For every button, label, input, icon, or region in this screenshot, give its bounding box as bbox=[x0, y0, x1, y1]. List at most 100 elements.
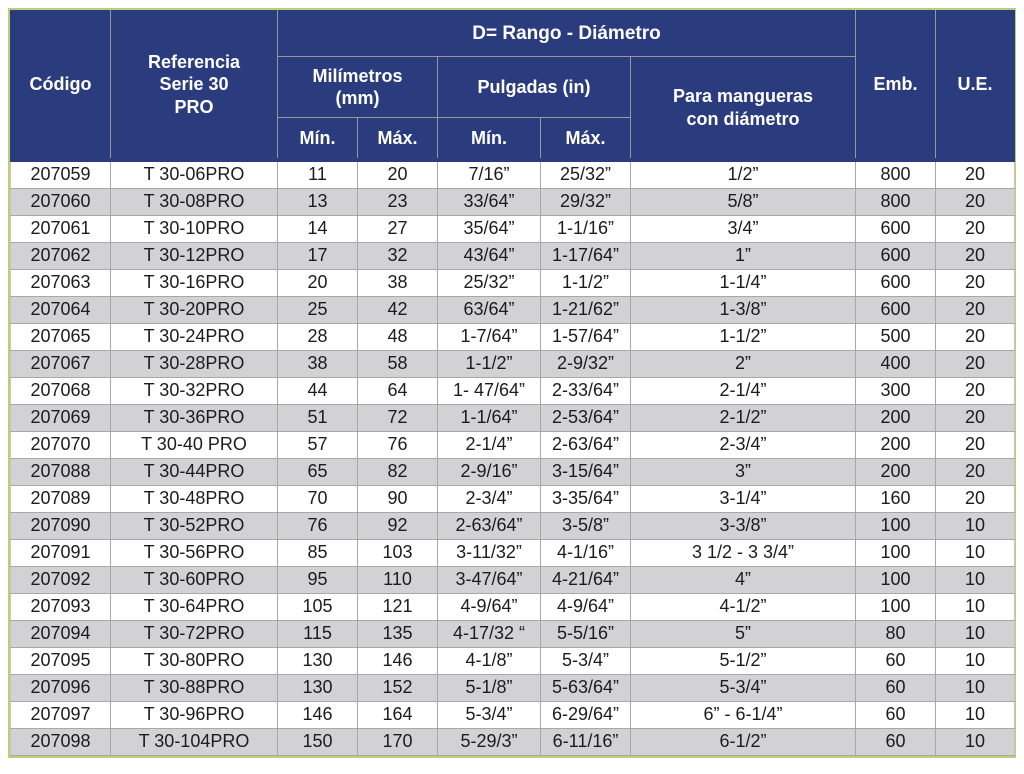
cell-in_min: 33/64” bbox=[437, 188, 541, 216]
cell-codigo: 207095 bbox=[10, 647, 111, 675]
cell-emb: 300 bbox=[855, 377, 937, 405]
cell-mangueras: 4” bbox=[629, 566, 857, 594]
cell-emb: 600 bbox=[855, 269, 937, 297]
table-body: 207059 T 30-06PRO 11 20 7/16” 25/32” 1/2” 800 20… bbox=[10, 159, 1016, 756]
cell-in_min: 4-1/8” bbox=[437, 647, 541, 675]
cell-codigo: 207088 bbox=[10, 458, 111, 486]
cell-mm_min: 70 bbox=[277, 485, 358, 513]
cell-mm_max: 72 bbox=[357, 404, 438, 432]
cell-in_max: 3-5/8” bbox=[540, 512, 631, 540]
cell-mm_max: 42 bbox=[357, 296, 438, 324]
cell-codigo: 207070 bbox=[10, 431, 111, 459]
cell-mm_min: 28 bbox=[277, 323, 358, 351]
cell-referencia: T 30-64PRO bbox=[110, 593, 278, 621]
cell-mm_min: 130 bbox=[277, 647, 358, 675]
cell-mangueras: 2-1/4” bbox=[629, 377, 857, 405]
header-mm-max: Máx. bbox=[357, 117, 438, 162]
cell-in_max: 1-17/64” bbox=[540, 242, 631, 270]
cell-emb: 800 bbox=[855, 159, 937, 189]
header-emb: Emb. bbox=[855, 10, 937, 162]
cell-mangueras: 1-1/4” bbox=[629, 269, 857, 297]
cell-referencia: T 30-44PRO bbox=[110, 458, 278, 486]
cell-mm_max: 92 bbox=[357, 512, 438, 540]
cell-in_min: 4-9/64” bbox=[437, 593, 541, 621]
cell-ue: 20 bbox=[935, 377, 1016, 405]
cell-mm_min: 20 bbox=[277, 269, 358, 297]
cell-mm_min: 11 bbox=[277, 159, 358, 189]
table-row: 207062 T 30-12PRO 17 32 43/64” 1-17/64” 1” 600 2… bbox=[10, 242, 1016, 270]
cell-ue: 10 bbox=[935, 512, 1016, 540]
cell-emb: 600 bbox=[855, 296, 937, 324]
cell-in_min: 5-1/8” bbox=[437, 674, 541, 702]
product-table-container: Código Referencia Serie 30 PRO D= Rango … bbox=[8, 8, 1016, 758]
cell-in_min: 1-1/2” bbox=[437, 350, 541, 378]
cell-mm_max: 164 bbox=[357, 701, 438, 729]
cell-referencia: T 30-20PRO bbox=[110, 296, 278, 324]
cell-mangueras: 5-1/2” bbox=[629, 647, 857, 675]
cell-emb: 60 bbox=[855, 701, 937, 729]
cell-in_max: 2-33/64” bbox=[540, 377, 631, 405]
cell-in_min: 4-17/32 “ bbox=[437, 620, 541, 648]
cell-mm_max: 58 bbox=[357, 350, 438, 378]
table-row: 207098 T 30-104PRO 150 170 5-29/3” 6-11/16” 6-… bbox=[10, 728, 1016, 756]
header-referencia: Referencia Serie 30 PRO bbox=[110, 10, 278, 162]
cell-mm_max: 90 bbox=[357, 485, 438, 513]
cell-referencia: T 30-80PRO bbox=[110, 647, 278, 675]
cell-mangueras: 3 1/2 - 3 3/4” bbox=[629, 539, 857, 567]
cell-mangueras: 5-3/4” bbox=[629, 674, 857, 702]
cell-mangueras: 1/2” bbox=[629, 159, 857, 189]
header-mangueras: Para mangueras con diámetro bbox=[629, 56, 857, 162]
cell-mangueras: 1-1/2” bbox=[629, 323, 857, 351]
cell-in_max: 1-21/62” bbox=[540, 296, 631, 324]
cell-codigo: 207091 bbox=[10, 539, 111, 567]
cell-in_min: 1-7/64” bbox=[437, 323, 541, 351]
cell-in_max: 2-53/64” bbox=[540, 404, 631, 432]
table-row: 207065 T 30-24PRO 28 48 1-7/64” 1-57/64” 1-1/2… bbox=[10, 323, 1016, 351]
cell-mm_max: 170 bbox=[357, 728, 438, 756]
cell-emb: 200 bbox=[855, 431, 937, 459]
table-row: 207090 T 30-52PRO 76 92 2-63/64” 3-5/8” 3-3/8”… bbox=[10, 512, 1016, 540]
cell-in_max: 6-11/16” bbox=[540, 728, 631, 756]
cell-ue: 10 bbox=[935, 701, 1016, 729]
cell-ue: 10 bbox=[935, 539, 1016, 567]
cell-emb: 400 bbox=[855, 350, 937, 378]
cell-in_max: 5-5/16” bbox=[540, 620, 631, 648]
table-row: 207068 T 30-32PRO 44 64 1- 47/64” 2-33/64” 2-1… bbox=[10, 377, 1016, 405]
cell-ue: 20 bbox=[935, 458, 1016, 486]
cell-ue: 20 bbox=[935, 296, 1016, 324]
cell-referencia: T 30-28PRO bbox=[110, 350, 278, 378]
cell-mangueras: 1-3/8” bbox=[629, 296, 857, 324]
cell-in_max: 25/32” bbox=[540, 159, 631, 189]
cell-referencia: T 30-12PRO bbox=[110, 242, 278, 270]
cell-codigo: 207068 bbox=[10, 377, 111, 405]
cell-in_max: 4-9/64” bbox=[540, 593, 631, 621]
cell-in_min: 63/64” bbox=[437, 296, 541, 324]
cell-in_min: 35/64” bbox=[437, 215, 541, 243]
cell-mm_min: 150 bbox=[277, 728, 358, 756]
cell-codigo: 207063 bbox=[10, 269, 111, 297]
cell-mm_max: 64 bbox=[357, 377, 438, 405]
cell-in_max: 1-1/16” bbox=[540, 215, 631, 243]
cell-mangueras: 2” bbox=[629, 350, 857, 378]
cell-referencia: T 30-10PRO bbox=[110, 215, 278, 243]
cell-ue: 20 bbox=[935, 188, 1016, 216]
cell-referencia: T 30-24PRO bbox=[110, 323, 278, 351]
header-codigo: Código bbox=[10, 10, 111, 162]
cell-emb: 60 bbox=[855, 728, 937, 756]
cell-emb: 160 bbox=[855, 485, 937, 513]
cell-emb: 600 bbox=[855, 215, 937, 243]
table-row: 207064 T 30-20PRO 25 42 63/64” 1-21/62” 1-3/8”… bbox=[10, 296, 1016, 324]
cell-codigo: 207094 bbox=[10, 620, 111, 648]
cell-ue: 10 bbox=[935, 647, 1016, 675]
header-in-max: Máx. bbox=[540, 117, 631, 162]
cell-in_max: 3-15/64” bbox=[540, 458, 631, 486]
cell-mangueras: 3-1/4” bbox=[629, 485, 857, 513]
cell-codigo: 207093 bbox=[10, 593, 111, 621]
cell-referencia: T 30-72PRO bbox=[110, 620, 278, 648]
cell-mm_min: 14 bbox=[277, 215, 358, 243]
cell-mangueras: 2-1/2” bbox=[629, 404, 857, 432]
cell-emb: 500 bbox=[855, 323, 937, 351]
cell-mm_min: 85 bbox=[277, 539, 358, 567]
header-in-min: Mín. bbox=[437, 117, 541, 162]
cell-ue: 10 bbox=[935, 566, 1016, 594]
